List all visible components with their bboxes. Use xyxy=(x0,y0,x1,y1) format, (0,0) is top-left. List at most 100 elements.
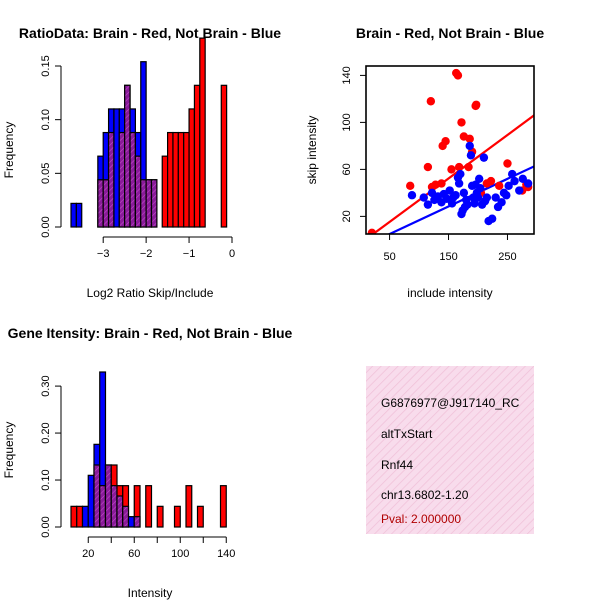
not-brain-bar xyxy=(113,108,120,228)
not-brain-point xyxy=(419,193,428,202)
brain-bar xyxy=(167,131,174,228)
overlap-bar xyxy=(133,516,141,528)
brain-bar xyxy=(161,155,169,228)
plot-layer xyxy=(367,68,534,234)
overlap-bar xyxy=(104,464,112,528)
y-axis-label: skip intensity xyxy=(305,116,319,185)
not-brain-point xyxy=(465,141,474,151)
x-tick-label: 60 xyxy=(128,548,140,560)
p-value: Pval: 2.000000 xyxy=(381,512,461,526)
info-panel: G6876977@J917140_RC altTxStart Rnf44 chr… xyxy=(366,366,534,534)
brain-point xyxy=(454,162,464,172)
overlap-bar xyxy=(118,131,126,228)
not-brain-point xyxy=(466,151,476,160)
not-brain-bar xyxy=(75,202,83,228)
brain-point xyxy=(465,134,474,144)
brain-point xyxy=(441,136,450,146)
not-brain-point xyxy=(523,179,533,188)
brain-point xyxy=(457,118,466,127)
plot-frame xyxy=(365,65,535,235)
y-tick-label: 0.00 xyxy=(40,516,52,537)
brain-bar xyxy=(219,485,227,528)
x-tick-label: 250 xyxy=(498,251,516,263)
brain-bar xyxy=(76,505,84,528)
x-tick-label: 140 xyxy=(217,548,235,560)
genomic-location: chr13.6802-1.20 xyxy=(381,488,469,502)
not-brain-point xyxy=(473,193,483,202)
x-axis-label: Log2 Ratio Skip/Include xyxy=(87,286,214,300)
not-brain-bar xyxy=(87,474,95,528)
probe-id: G6876977@J917140_RC xyxy=(381,396,520,410)
not-brain-point xyxy=(497,198,506,207)
x-axis-label: include intensity xyxy=(407,286,492,300)
not-brain-point xyxy=(507,169,517,179)
brain-point xyxy=(486,176,496,186)
brain-point xyxy=(495,181,504,191)
brain-point xyxy=(426,97,436,106)
overlap-bar xyxy=(134,155,142,228)
y-axis-label: Frequency xyxy=(2,122,16,179)
overlap-bar xyxy=(102,179,110,228)
brain-bar xyxy=(185,485,193,528)
brain-point xyxy=(503,159,512,168)
ratio-histogram: RatioData: Brain - Red, Not Brain - Blue… xyxy=(2,25,281,300)
axes-layer: −3 −2 −1 0 0.00 0.05 0.10 0.15 xyxy=(40,55,235,260)
brain-bar xyxy=(220,84,228,228)
overlap-bar xyxy=(93,464,101,528)
overlap-bar xyxy=(145,179,153,228)
not-brain-bar xyxy=(81,505,89,528)
x-tick-label: −1 xyxy=(183,248,196,260)
not-brain-point xyxy=(504,181,513,191)
not-brain-point xyxy=(487,214,497,223)
not-brain-point xyxy=(491,193,500,202)
not-brain-point xyxy=(510,176,519,186)
y-tick-label: 100 xyxy=(341,113,353,131)
axes-layer: 50 150 250 20 60 100 140 xyxy=(341,65,535,263)
y-tick-label: 0.00 xyxy=(40,216,52,237)
overlap-bar xyxy=(129,131,137,228)
x-tick-label: 50 xyxy=(383,251,395,263)
bars-layer xyxy=(70,37,228,228)
y-axis-label: Frequency xyxy=(2,422,16,479)
info-panel-background xyxy=(366,366,534,534)
intensity-scatter: Brain - Red, Not Brain - Blue include in… xyxy=(305,25,544,300)
y-tick-label: 0.10 xyxy=(40,109,52,130)
x-axis-label: Intensity xyxy=(128,586,173,600)
y-tick-label: 0.15 xyxy=(40,55,52,76)
not-brain-point xyxy=(482,193,492,202)
brain-point xyxy=(406,181,415,191)
chart-title: Gene Itensity: Brain - Red, Not Brain - … xyxy=(8,325,293,341)
axes-layer: 20 60 100 140 0.00 0.10 0.20 0.30 xyxy=(40,375,235,560)
chart-title: RatioData: Brain - Red, Not Brain - Blue xyxy=(19,25,281,41)
brain-point xyxy=(453,71,463,80)
brain-bar xyxy=(193,84,201,228)
overlap-bar xyxy=(99,485,107,528)
overlap-bar xyxy=(140,179,147,228)
brain-bar xyxy=(177,131,185,228)
not-brain-point xyxy=(423,200,433,209)
brain-point xyxy=(423,162,433,172)
brain-bar xyxy=(173,505,181,528)
y-tick-label: 140 xyxy=(341,66,353,84)
brain-point xyxy=(367,228,377,234)
not-brain-point xyxy=(502,191,511,200)
brain-bar xyxy=(156,505,164,528)
x-tick-label: −2 xyxy=(140,248,153,260)
brain-bar xyxy=(196,505,204,528)
overlap-bar xyxy=(124,84,131,228)
not-brain-point xyxy=(456,169,465,179)
not-brain-bar xyxy=(70,202,77,228)
not-brain-point xyxy=(474,174,484,183)
y-tick-label: 0.20 xyxy=(40,422,52,443)
not-brain-point xyxy=(407,191,417,200)
bars-layer xyxy=(70,371,227,528)
brain-point xyxy=(464,162,473,172)
y-tick-label: 60 xyxy=(341,163,353,175)
brain-point xyxy=(437,179,446,188)
brain-fit-line xyxy=(371,114,534,234)
not-brain-point xyxy=(463,200,472,209)
overlap-bar xyxy=(107,131,115,228)
y-tick-label: 0.30 xyxy=(40,375,52,396)
overlap-bar xyxy=(122,505,130,528)
